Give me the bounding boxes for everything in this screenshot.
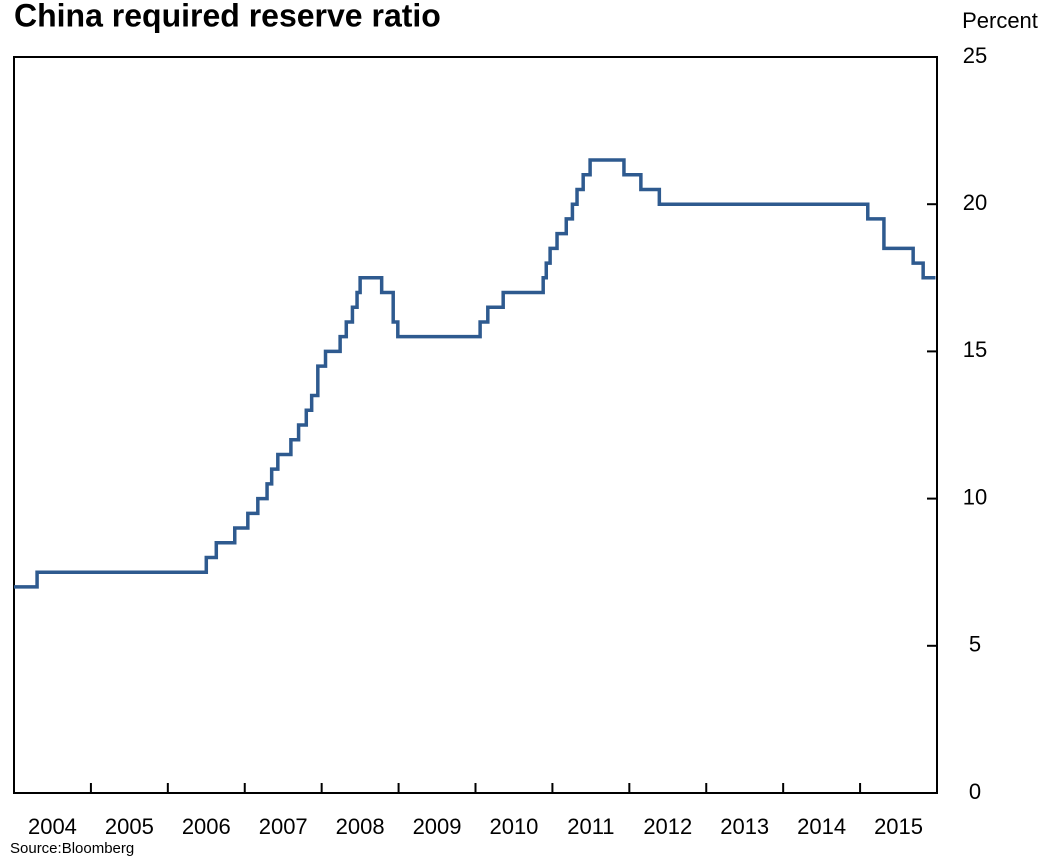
x-tick-label: 2014 [797, 814, 846, 839]
chart-title: China required reserve ratio [14, 0, 441, 33]
x-tick-label: 2007 [259, 814, 308, 839]
y-tick-label: 0 [969, 779, 981, 804]
x-tick-label: 2004 [28, 814, 77, 839]
data-line [14, 158, 936, 589]
x-tick-label: 2012 [643, 814, 692, 839]
x-tick-label: 2008 [336, 814, 385, 839]
x-tick-label: 2013 [720, 814, 769, 839]
source-note: Source:Bloomberg [10, 840, 134, 857]
y-tick-label: 10 [963, 484, 987, 509]
y-tick-label: 5 [969, 632, 981, 657]
x-tick-label: 2009 [413, 814, 462, 839]
x-tick-label: 2006 [182, 814, 231, 839]
x-tick-label: 2005 [105, 814, 154, 839]
y-tick-label: 25 [963, 43, 987, 68]
x-tick-label: 2011 [567, 814, 614, 839]
x-tick-label: 2015 [874, 814, 923, 839]
y-axis-label: Percent [962, 8, 1038, 33]
y-tick-label: 15 [963, 337, 987, 362]
y-tick-label: 20 [963, 190, 987, 215]
plot-frame [13, 56, 938, 794]
x-tick-label: 2010 [489, 814, 538, 839]
